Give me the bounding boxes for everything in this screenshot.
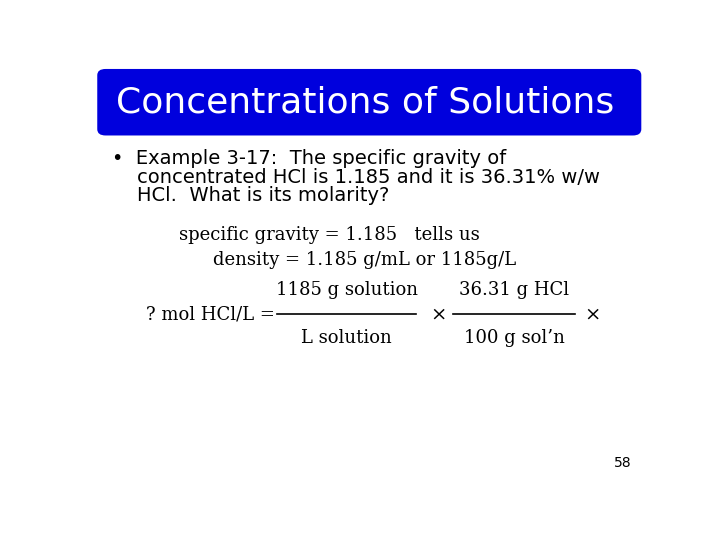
Text: 1185 g solution: 1185 g solution [276, 281, 418, 299]
Text: density = 1.185 g/mL or 1185g/L: density = 1.185 g/mL or 1185g/L [213, 251, 516, 269]
Text: ×: × [431, 305, 447, 323]
FancyBboxPatch shape [97, 69, 642, 136]
Text: Concentrations of Solutions: Concentrations of Solutions [116, 85, 614, 119]
Text: 58: 58 [613, 456, 631, 470]
Text: specific gravity = 1.185   tells us: specific gravity = 1.185 tells us [179, 226, 480, 244]
Text: L solution: L solution [301, 329, 392, 347]
Text: ? mol HCl/L =: ? mol HCl/L = [145, 305, 280, 323]
Text: concentrated HCl is 1.185 and it is 36.31% w/w: concentrated HCl is 1.185 and it is 36.3… [112, 167, 600, 186]
Text: •  Example 3-17:  The specific gravity of: • Example 3-17: The specific gravity of [112, 149, 507, 168]
Text: 36.31 g HCl: 36.31 g HCl [459, 281, 569, 299]
Text: HCl.  What is its molarity?: HCl. What is its molarity? [112, 186, 390, 205]
Text: 100 g sol’n: 100 g sol’n [464, 329, 564, 347]
Text: ×: × [584, 305, 600, 323]
